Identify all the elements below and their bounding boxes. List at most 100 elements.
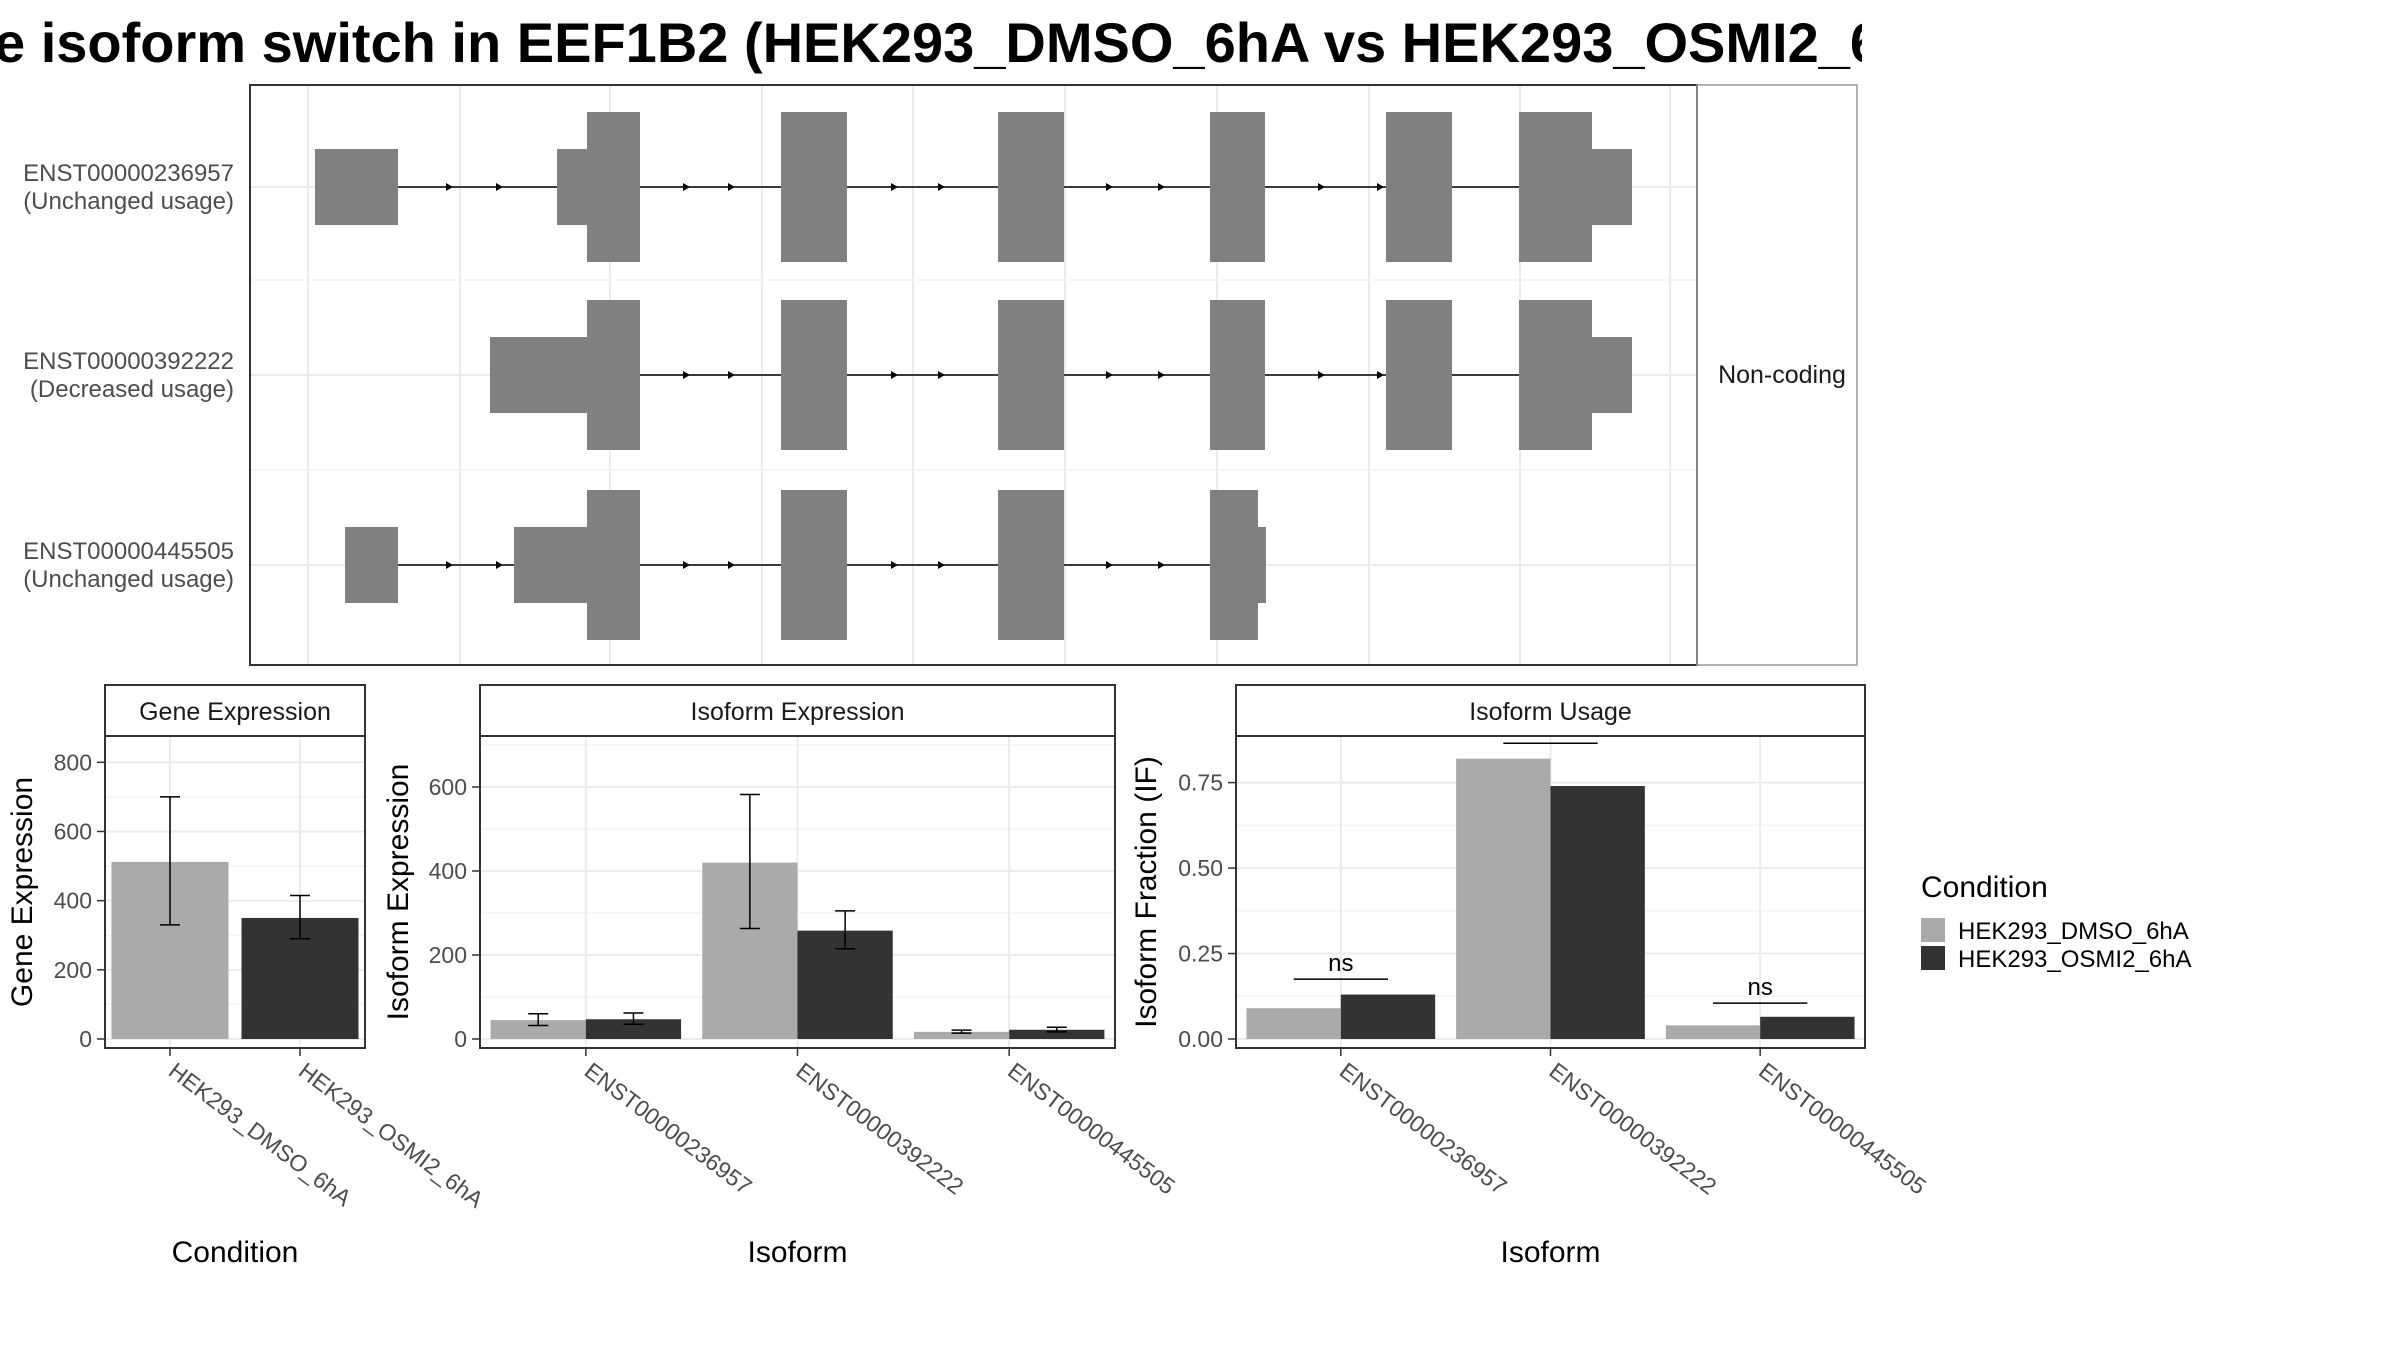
legend-label: HEK293_OSMI2_6hA	[1958, 946, 2191, 973]
coding-exon	[781, 490, 847, 640]
x-tick-label: ENST00000392222	[791, 1057, 968, 1199]
bar-osmi	[1009, 1029, 1105, 1039]
intron-arrow	[1377, 371, 1384, 379]
strip-background	[479, 684, 1116, 737]
intron-arrow	[891, 371, 898, 379]
y-tick-label: 400	[54, 888, 92, 914]
y-tick-label: 800	[54, 749, 92, 775]
coding-exon	[1386, 112, 1452, 262]
transcript-status-label: (Unchanged usage)	[23, 188, 234, 215]
intron-arrow	[1106, 561, 1113, 569]
coding-exon	[587, 300, 640, 450]
utr-exon	[345, 527, 398, 603]
intron-arrow	[728, 561, 735, 569]
utr-exon	[1258, 527, 1266, 603]
y-tick-label: 600	[54, 818, 92, 844]
intron-arrow	[938, 561, 945, 569]
intron-arrow	[446, 183, 453, 191]
y-tick-label: 400	[429, 858, 467, 884]
x-axis-title: Condition	[172, 1236, 299, 1269]
intron-arrow	[891, 561, 898, 569]
intron-arrow	[1318, 183, 1325, 191]
y-tick-label: 0	[79, 1026, 92, 1052]
bar-osmi	[1760, 1016, 1855, 1039]
intron-arrow	[446, 561, 453, 569]
y-tick-label: 200	[429, 942, 467, 968]
y-tick-label: 0.25	[1178, 941, 1223, 967]
utr-exon	[1592, 337, 1632, 413]
x-tick-label: ENST00000236957	[580, 1057, 757, 1199]
coding-exon	[587, 490, 640, 640]
bar-osmi	[585, 1019, 682, 1039]
utr-exon	[1592, 149, 1632, 225]
coding-exon	[1519, 300, 1592, 450]
coding-exon	[998, 490, 1064, 640]
legend-label: HEK293_DMSO_6hA	[1958, 918, 2189, 945]
utr-exon	[514, 527, 587, 603]
significance-label: ns	[1328, 950, 1353, 977]
coding-exon	[998, 300, 1064, 450]
x-tick-label: ENST00000445505	[1003, 1057, 1180, 1199]
bar-dmso	[490, 1020, 586, 1039]
strip-background	[104, 684, 366, 737]
y-axis-title: Isoform Fraction (IF)	[1130, 756, 1163, 1028]
coding-exon	[1519, 112, 1592, 262]
intron-arrow	[1377, 183, 1384, 191]
transcript-id-label: ENST00000392222	[23, 348, 234, 375]
legend-swatch	[1921, 946, 1945, 970]
y-tick-label: 0.50	[1178, 855, 1223, 881]
transcript-status-label: (Decreased usage)	[30, 376, 234, 403]
intron-arrow	[683, 371, 690, 379]
bar-osmi	[1550, 786, 1645, 1039]
intron-arrow	[1106, 371, 1113, 379]
panel-strip-title: Isoform Expression	[691, 698, 905, 726]
significance-label: ns	[1747, 974, 1772, 1001]
coding-exon	[1210, 300, 1265, 450]
panel-strip-title: Gene Expression	[139, 698, 331, 726]
y-tick-label: 200	[54, 957, 92, 983]
bar-osmi	[1340, 994, 1436, 1039]
utr-exon	[557, 149, 587, 225]
bar-dmso	[913, 1031, 1010, 1039]
x-tick-label: ENST00000236957	[1335, 1057, 1512, 1199]
bar-dmso	[1456, 758, 1551, 1039]
strip-background	[1235, 684, 1866, 737]
transcript-status-label: (Unchanged usage)	[23, 566, 234, 593]
intron-arrow	[1158, 371, 1165, 379]
intron-arrow	[728, 371, 735, 379]
transcript-id-label: ENST00000236957	[23, 160, 234, 187]
intron-arrow	[1158, 561, 1165, 569]
intron-arrow	[683, 183, 690, 191]
coding-exon	[587, 112, 640, 262]
y-tick-label: 600	[429, 774, 467, 800]
coding-exon	[998, 112, 1064, 262]
intron-arrow	[938, 183, 945, 191]
intron-arrow	[496, 561, 503, 569]
panel-strip-title: Isoform Usage	[1469, 698, 1632, 726]
utr-exon	[490, 337, 587, 413]
x-axis-title: Isoform	[1500, 1236, 1600, 1269]
intron-arrow	[683, 561, 690, 569]
intron-arrow	[938, 371, 945, 379]
x-tick-label: ENST00000392222	[1544, 1057, 1721, 1199]
y-axis-title: Isoform Expression	[382, 764, 415, 1021]
coding-exon	[1210, 112, 1265, 262]
intron-arrow	[1158, 183, 1165, 191]
coding-exon	[781, 112, 847, 262]
coding-exon	[1386, 300, 1452, 450]
structure-side-label: Non-coding	[1718, 361, 1846, 389]
bar-dmso	[1665, 1025, 1761, 1039]
legend-title: Condition	[1921, 871, 2048, 904]
transcript-id-label: ENST00000445505	[23, 538, 234, 565]
x-axis-title: Isoform	[747, 1236, 847, 1269]
y-axis-title: Gene Expression	[6, 777, 39, 1007]
intron-arrow	[496, 183, 503, 191]
intron-arrow	[891, 183, 898, 191]
structure-strip-border	[1696, 84, 1858, 666]
intron-arrow	[1106, 183, 1113, 191]
legend-swatch	[1921, 918, 1945, 942]
coding-exon	[1210, 490, 1258, 640]
x-tick-label: ENST00000445505	[1754, 1057, 1931, 1199]
bar-dmso	[1246, 1008, 1341, 1039]
